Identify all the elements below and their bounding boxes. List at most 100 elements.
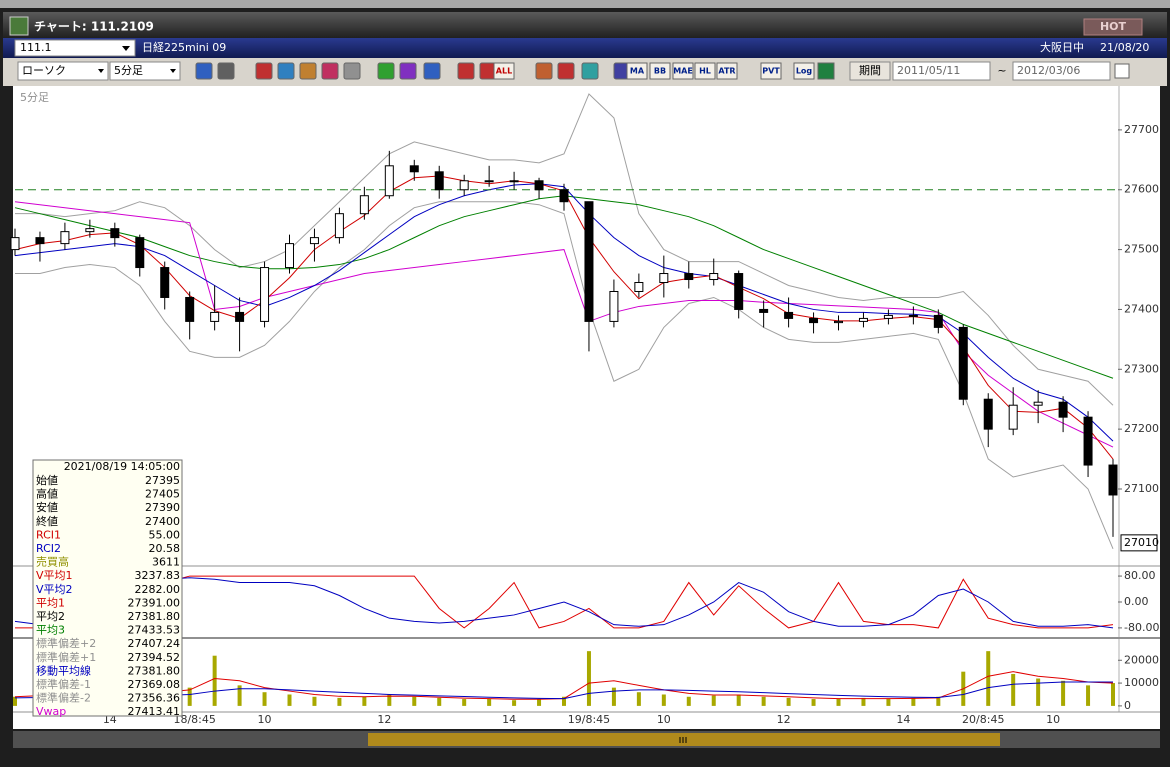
tool-icon[interactable]: [399, 62, 417, 80]
volume-bar: [661, 694, 666, 706]
dropdown-arrow: [122, 46, 130, 51]
candle-body: [534, 180, 544, 191]
candle-body: [1033, 401, 1043, 406]
hot-label[interactable]: HOT: [1100, 20, 1127, 33]
info-label: 終値: [36, 514, 58, 528]
volume-bar: [1086, 685, 1091, 706]
volume-bar: [337, 697, 342, 706]
tool-icon[interactable]: [423, 62, 441, 80]
candle-body: [210, 311, 220, 322]
info-label: 標準偏差+2: [36, 636, 96, 650]
tool-icon[interactable]: [581, 62, 599, 80]
candle-body: [858, 317, 868, 322]
to-date[interactable]: 2012/03/06: [1017, 64, 1080, 77]
tool-icon[interactable]: [195, 62, 213, 80]
tool-button[interactable]: [694, 62, 716, 80]
chart-style[interactable]: ローソク: [22, 64, 66, 77]
hot-button[interactable]: [1083, 18, 1143, 36]
candle-body: [235, 311, 245, 322]
info-value: 27400: [145, 515, 180, 528]
to-input[interactable]: [1012, 61, 1111, 81]
volume-bar: [1011, 673, 1016, 706]
tool-icon[interactable]: [457, 62, 475, 80]
y-tick-label: 80.00: [1124, 569, 1156, 582]
timeframe[interactable]: 5分足: [114, 64, 143, 77]
last-price-box: [1120, 534, 1158, 552]
candle-body: [584, 201, 594, 322]
header-bar: [3, 38, 1167, 58]
tool-button-label[interactable]: MAE: [673, 67, 693, 76]
period-button[interactable]: [849, 61, 891, 81]
tool-button-label[interactable]: MA: [630, 67, 645, 76]
checkbox[interactable]: [1114, 63, 1130, 79]
tool-icon[interactable]: [817, 62, 835, 80]
tool-icon[interactable]: [299, 62, 317, 80]
y-tick-label: 10000: [1124, 676, 1159, 689]
line-series: [14, 681, 1114, 700]
session: 大阪日中: [1040, 40, 1084, 54]
x-tick-label: 14: [896, 713, 910, 726]
tool-button-label[interactable]: HL: [699, 67, 711, 76]
candle-body: [1008, 404, 1018, 430]
tool-button-label[interactable]: BB: [654, 67, 666, 76]
candle-body: [709, 273, 719, 281]
info-value: 27390: [145, 501, 180, 514]
timeframe-select[interactable]: [109, 61, 181, 81]
from-input[interactable]: [892, 61, 991, 81]
code[interactable]: 111.1: [20, 41, 52, 54]
info-timestamp: 2021/08/19 14:05:00: [64, 460, 180, 473]
grip: [679, 737, 687, 743]
tool-button[interactable]: [626, 62, 648, 80]
candle-body: [185, 296, 195, 322]
plot: 27100 27200 27300 27400 27500 27600 27700 27010…: [10, 93, 1159, 726]
y-tick-label: 27500: [1124, 243, 1159, 256]
volume-bar: [886, 699, 891, 706]
tool-button[interactable]: [793, 62, 815, 80]
y-tick-label: 0: [1124, 699, 1131, 712]
instrument-name: 日経225mini 09: [142, 41, 226, 54]
candle-body: [958, 326, 968, 400]
candle-body: [85, 228, 95, 233]
tool-button[interactable]: [672, 62, 694, 80]
y-tick-label: 27600: [1124, 183, 1159, 196]
period[interactable]: 期間: [859, 64, 881, 77]
tool-icon[interactable]: [557, 62, 575, 80]
window-title: チャート: 111.2109: [34, 20, 154, 34]
tool-button[interactable]: [716, 62, 738, 80]
candle-body: [160, 267, 170, 298]
tool-icon[interactable]: [535, 62, 553, 80]
from-date[interactable]: 2011/05/11: [897, 64, 960, 77]
volume-bar: [686, 696, 691, 706]
tool-button-label[interactable]: ATR: [718, 67, 735, 76]
volume-bar: [462, 699, 467, 706]
candle-body: [1083, 416, 1093, 466]
x-tick-label: 10: [258, 713, 272, 726]
candle-body: [809, 317, 819, 324]
volume-bar: [986, 651, 991, 706]
tool-button-label[interactable]: ALL: [496, 67, 512, 76]
volume-bar: [437, 697, 442, 706]
y-tick-label: 27300: [1124, 362, 1159, 375]
scroll-thumb[interactable]: [368, 733, 1000, 746]
volume-bar: [586, 651, 591, 706]
candle-body: [434, 171, 444, 191]
tool-icon[interactable]: [217, 62, 235, 80]
volume-bar: [786, 697, 791, 706]
candle-body: [784, 311, 794, 319]
candle-body: [908, 314, 918, 317]
tool-button[interactable]: [649, 62, 671, 80]
tool-button[interactable]: [760, 62, 782, 80]
tool-icon[interactable]: [377, 62, 395, 80]
tool-button-label[interactable]: PVT: [762, 67, 780, 76]
tool-icon[interactable]: [343, 62, 361, 80]
info-label: 平均2: [36, 610, 65, 623]
code-select[interactable]: [14, 39, 136, 57]
y-tick-label: 27200: [1124, 422, 1159, 435]
style-select[interactable]: [17, 61, 109, 81]
tool-icon[interactable]: [255, 62, 273, 80]
tool-icon[interactable]: [277, 62, 295, 80]
tool-button-label[interactable]: Log: [796, 67, 813, 76]
tool-icon[interactable]: [321, 62, 339, 80]
tool-button[interactable]: [493, 62, 515, 80]
